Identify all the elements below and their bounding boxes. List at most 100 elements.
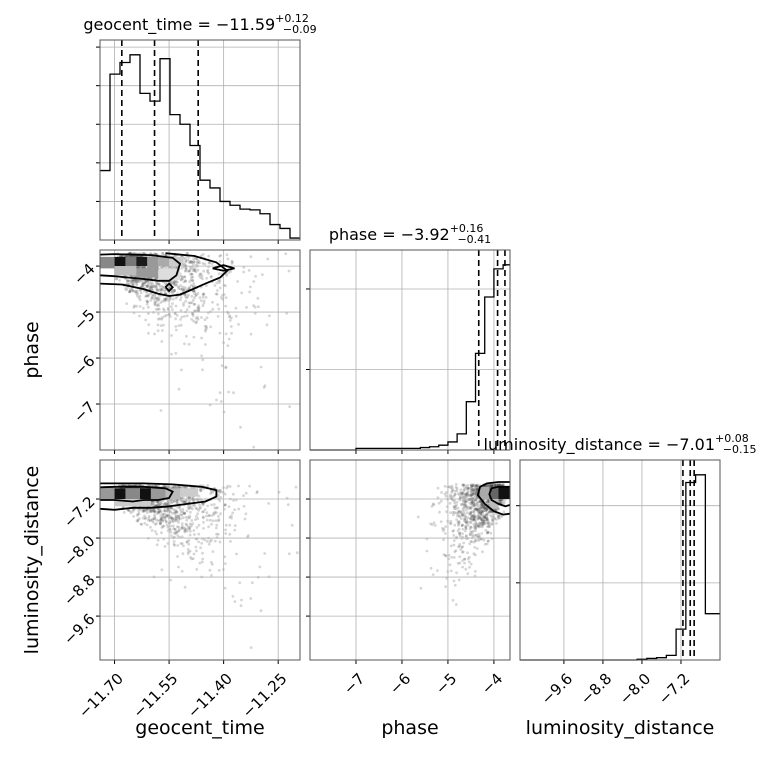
scatter-point bbox=[460, 491, 463, 495]
scatter-point bbox=[239, 604, 243, 608]
scatter-point bbox=[201, 358, 205, 362]
scatter-point bbox=[201, 304, 205, 308]
scatter-point bbox=[192, 552, 196, 556]
scatter-point bbox=[478, 534, 481, 538]
scatter-point bbox=[480, 502, 484, 506]
scatter-point bbox=[200, 274, 204, 278]
scatter-point bbox=[195, 549, 198, 553]
scatter-point bbox=[212, 503, 216, 506]
scatter-point bbox=[147, 514, 151, 518]
scatter-point bbox=[472, 534, 476, 538]
x-tick-label: −7 bbox=[340, 670, 368, 698]
scatter-point bbox=[133, 289, 137, 293]
scatter-point bbox=[203, 262, 207, 266]
scatter-point bbox=[466, 490, 470, 493]
scatter-point bbox=[210, 262, 214, 265]
scatter-point bbox=[187, 261, 191, 264]
density-cell bbox=[498, 486, 510, 500]
scatter-point bbox=[490, 483, 494, 487]
scatter-point bbox=[202, 516, 205, 520]
scatter-point bbox=[191, 312, 195, 316]
scatter-point bbox=[153, 252, 157, 256]
scatter-point bbox=[218, 540, 222, 544]
scatter-point bbox=[469, 512, 472, 516]
scatter-point bbox=[163, 516, 167, 519]
scatter-point bbox=[215, 532, 219, 536]
scatter-point bbox=[199, 272, 203, 276]
scatter-point bbox=[154, 284, 158, 287]
scatter-point bbox=[173, 289, 177, 292]
scatter-point bbox=[143, 281, 147, 284]
scatter-point bbox=[454, 507, 458, 511]
scatter-point bbox=[183, 511, 186, 515]
scatter-point bbox=[463, 557, 466, 561]
scatter-point bbox=[458, 515, 462, 519]
scatter-point bbox=[474, 515, 477, 519]
scatter-point bbox=[474, 526, 478, 530]
scatter-point bbox=[161, 316, 164, 319]
scatter-point bbox=[497, 483, 501, 487]
scatter-point bbox=[218, 260, 222, 263]
scatter-point bbox=[495, 518, 498, 521]
scatter-point bbox=[203, 538, 207, 542]
scatter-point bbox=[475, 489, 479, 492]
scatter-point bbox=[202, 292, 206, 296]
scatter-point bbox=[482, 505, 485, 509]
scatter-point bbox=[173, 289, 176, 293]
scatter-point bbox=[183, 315, 186, 318]
scatter-point bbox=[455, 489, 459, 492]
x-tick-label: −4 bbox=[478, 670, 506, 698]
density-cell bbox=[489, 499, 499, 509]
scatter-point bbox=[180, 542, 184, 545]
scatter-point bbox=[184, 260, 188, 263]
scatter-point bbox=[479, 501, 483, 504]
scatter-point bbox=[453, 493, 457, 497]
scatter-point bbox=[478, 515, 482, 519]
scatter-point bbox=[152, 509, 155, 512]
scatter-point bbox=[466, 505, 469, 509]
scatter-point bbox=[474, 498, 478, 502]
scatter-point bbox=[452, 556, 456, 559]
scatter-point bbox=[153, 510, 157, 514]
scatter-point bbox=[476, 524, 480, 527]
scatter-point bbox=[458, 543, 462, 546]
scatter-point bbox=[191, 522, 195, 526]
scatter-point bbox=[210, 560, 213, 564]
scatter-point bbox=[142, 266, 145, 269]
scatter-point bbox=[460, 524, 464, 527]
scatter-point bbox=[145, 291, 148, 294]
scatter-point bbox=[193, 290, 197, 293]
scatter-point bbox=[159, 514, 163, 517]
scatter-point bbox=[201, 557, 205, 561]
scatter-point bbox=[183, 263, 187, 266]
scatter-point bbox=[147, 331, 150, 335]
scatter-point bbox=[124, 287, 127, 291]
scatter-point bbox=[199, 487, 203, 490]
scatter-point bbox=[240, 598, 243, 602]
scatter-point bbox=[126, 508, 130, 512]
scatter-point bbox=[262, 386, 266, 389]
scatter-point bbox=[186, 552, 190, 556]
scatter-point bbox=[187, 270, 191, 273]
scatter-point bbox=[157, 503, 161, 507]
scatter-point bbox=[191, 298, 195, 302]
scatter-point bbox=[215, 523, 219, 527]
scatter-point bbox=[155, 297, 159, 300]
scatter-point bbox=[469, 494, 472, 497]
scatter-point bbox=[187, 342, 191, 346]
scatter-point bbox=[137, 280, 141, 284]
scatter-point bbox=[185, 540, 189, 544]
scatter-point bbox=[452, 534, 456, 537]
scatter-point bbox=[442, 553, 446, 556]
scatter-point bbox=[480, 518, 483, 522]
scatter-point bbox=[146, 294, 150, 298]
scatter-point bbox=[154, 297, 158, 300]
scatter-point bbox=[156, 512, 159, 515]
scatter-point bbox=[188, 527, 192, 531]
scatter-point bbox=[194, 270, 198, 274]
y-tick-label: −5 bbox=[70, 306, 98, 334]
scatter-point bbox=[472, 496, 476, 499]
density-cell bbox=[114, 266, 137, 276]
scatter-point bbox=[126, 286, 129, 290]
density-cell bbox=[125, 488, 140, 500]
